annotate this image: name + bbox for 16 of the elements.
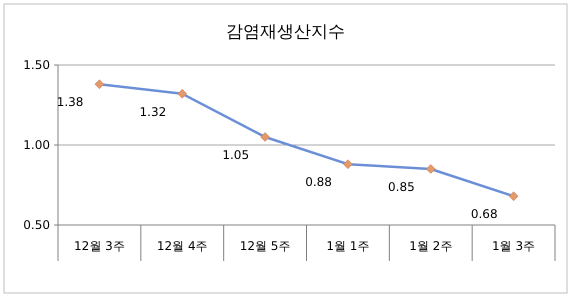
- y-tick-label: 1.00: [23, 138, 50, 152]
- data-label: 0.68: [470, 207, 498, 222]
- chart-title: 감염재생산지수: [226, 22, 345, 42]
- y-tick-label: 1.50: [23, 58, 50, 72]
- data-label: 0.85: [388, 180, 415, 194]
- data-label: 1.32: [140, 104, 166, 119]
- x-tick-label: 1월 3주: [492, 239, 536, 253]
- x-tick-label: 12월 4주: [156, 239, 208, 253]
- x-tick-label: 1월 2주: [409, 239, 452, 253]
- x-tick-label: 12월 5주: [240, 239, 290, 253]
- data-label: 1.05: [222, 148, 250, 162]
- data-label: 0.88: [305, 175, 332, 190]
- x-tick-label: 1월 1주: [326, 239, 370, 253]
- x-tick-label: 12월 3주: [74, 239, 125, 253]
- data-label: 1.38: [56, 95, 84, 110]
- y-tick-label: 0.50: [23, 218, 50, 232]
